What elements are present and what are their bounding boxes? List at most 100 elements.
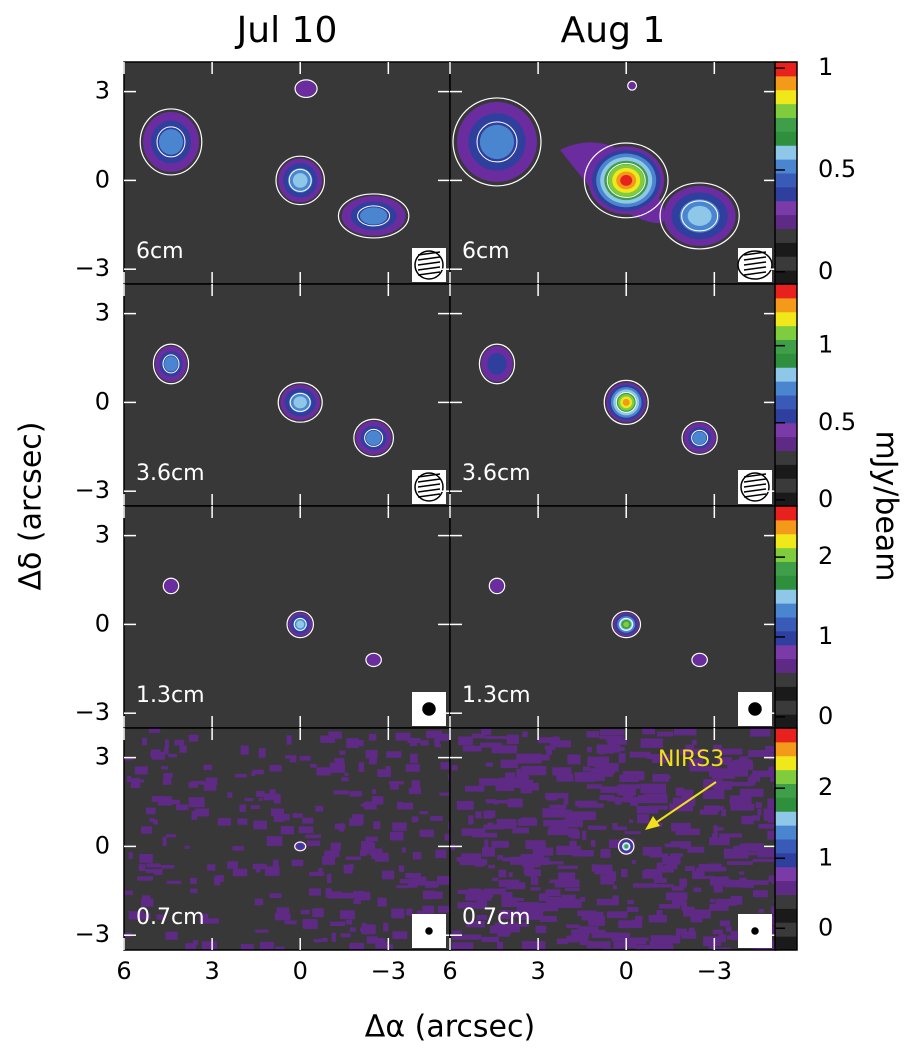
beam-hatch <box>743 256 767 261</box>
noise <box>452 765 458 771</box>
noise <box>648 914 667 923</box>
contour <box>337 193 410 239</box>
noise <box>739 871 745 875</box>
noise <box>501 892 513 899</box>
noise <box>727 761 754 770</box>
beam <box>422 702 436 716</box>
noise <box>366 936 378 944</box>
noise <box>432 891 443 899</box>
noise <box>419 811 428 815</box>
colorbar-segment <box>775 478 797 493</box>
x-tick-label: 6 <box>442 957 457 985</box>
noise <box>377 769 391 777</box>
noise <box>765 746 776 753</box>
noise <box>598 745 621 753</box>
noise <box>491 745 518 754</box>
noise <box>275 946 285 950</box>
map-panel <box>124 284 450 506</box>
noise <box>471 733 486 739</box>
noise <box>276 907 290 914</box>
noise <box>547 829 572 836</box>
colorbar-segment <box>775 214 797 229</box>
colorbar-segment <box>775 367 797 382</box>
noise <box>361 924 376 935</box>
noise <box>349 927 356 932</box>
column-title: Aug 1 <box>561 10 666 51</box>
noise <box>373 821 381 830</box>
noise <box>263 793 279 801</box>
noise <box>539 915 557 922</box>
noise <box>522 731 528 738</box>
noise <box>586 784 602 789</box>
source-level <box>164 356 178 372</box>
colorbar-segment <box>775 519 797 535</box>
colorbar-segment <box>775 408 797 424</box>
noise <box>170 799 180 805</box>
map-panel <box>124 728 450 950</box>
noise <box>523 866 535 874</box>
noise <box>375 852 389 862</box>
annotation: NIRS3 <box>658 747 724 772</box>
noise <box>649 940 673 950</box>
colorbar-segment <box>775 450 797 465</box>
noise <box>145 869 156 873</box>
noise <box>286 735 292 745</box>
noise <box>485 736 509 740</box>
noise <box>390 781 399 790</box>
noise <box>703 805 721 812</box>
noise <box>726 861 753 866</box>
noise <box>250 805 260 809</box>
noise <box>617 784 632 795</box>
colorbar-segment <box>775 297 797 313</box>
x-axis-label: Δα (arcsec) <box>365 1010 535 1045</box>
noise <box>505 922 529 927</box>
colorbar-segment <box>775 103 797 118</box>
noise <box>600 786 623 793</box>
noise <box>521 765 547 776</box>
noise <box>252 769 264 775</box>
contour <box>286 610 315 639</box>
y-tick-label: 0 <box>95 831 110 859</box>
colorbar-segment <box>775 506 797 521</box>
noise <box>569 840 577 850</box>
noise <box>675 828 701 836</box>
noise <box>608 839 624 849</box>
noise <box>411 816 419 823</box>
noise <box>258 797 263 801</box>
noise <box>731 801 739 809</box>
noise <box>640 738 663 748</box>
colorbar-segment <box>775 381 797 396</box>
noise <box>491 840 510 848</box>
colorbar-tick-label: 1 <box>818 843 833 871</box>
colorbar-segment <box>775 617 797 632</box>
contour <box>289 392 311 412</box>
source-level <box>628 81 637 90</box>
noise <box>434 736 440 746</box>
noise <box>176 804 189 811</box>
noise <box>316 767 331 776</box>
source-level <box>296 620 305 629</box>
noise <box>302 919 318 929</box>
noise <box>466 858 488 866</box>
noise <box>422 905 435 914</box>
noise <box>631 859 637 864</box>
noise <box>497 855 504 860</box>
noise <box>468 888 481 894</box>
noise <box>615 826 628 831</box>
noise <box>341 777 349 782</box>
noise <box>302 817 314 824</box>
noise <box>199 913 209 924</box>
noise <box>325 888 332 898</box>
noise <box>634 883 657 888</box>
noise <box>269 893 282 899</box>
colorbar-segment <box>775 242 797 257</box>
colorbar-segment <box>775 575 797 590</box>
noise <box>591 864 597 872</box>
noise <box>391 908 405 919</box>
noise <box>770 772 776 783</box>
noise <box>361 929 376 934</box>
noise <box>733 845 741 854</box>
noise <box>498 869 507 878</box>
noise <box>637 814 650 824</box>
noise <box>308 888 321 896</box>
